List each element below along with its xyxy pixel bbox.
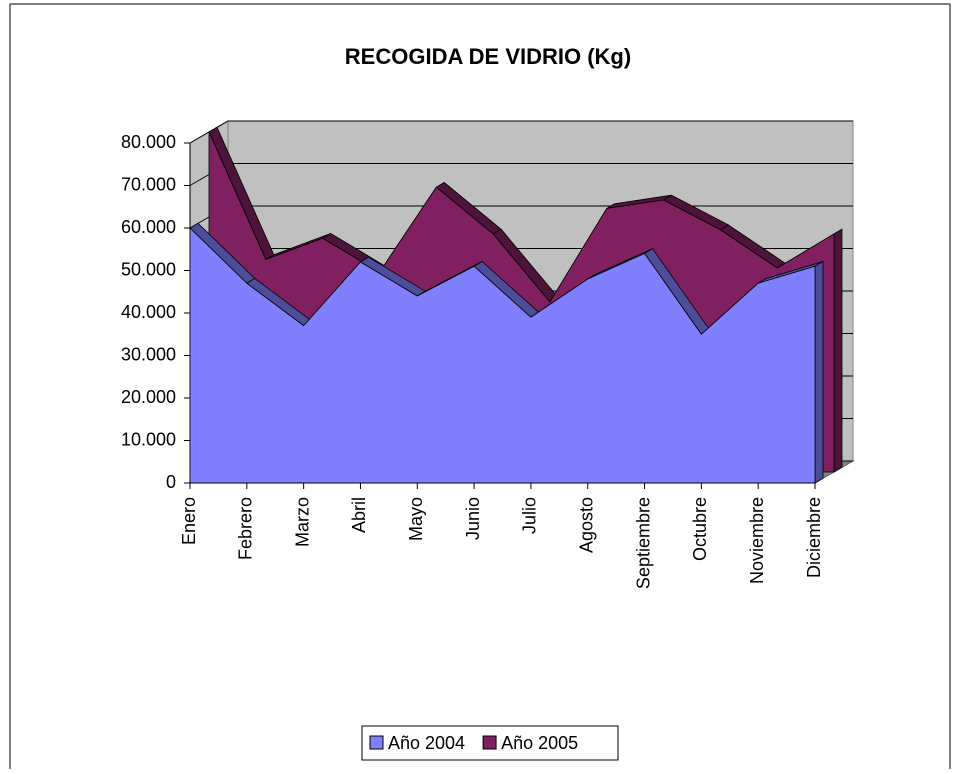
legend-label: Año 2004 (388, 733, 465, 753)
x-tick-label: Febrero (236, 497, 256, 560)
chart-title: RECOGIDA DE VIDRIO (Kg) (345, 44, 631, 69)
legend-swatch (369, 735, 384, 750)
x-tick-label: Diciembre (804, 497, 824, 578)
legend-swatch (482, 735, 497, 750)
x-tick-label: Septiembre (633, 497, 653, 589)
x-tick-label: Agosto (576, 497, 596, 553)
x-tick-label: Noviembre (747, 497, 767, 584)
legend: Año 2004 Año 2005 (361, 725, 619, 761)
y-tick-label: 80.000 (121, 132, 176, 152)
legend-label: Año 2005 (501, 733, 578, 753)
area-side (814, 260, 824, 484)
x-tick-label: Abril (349, 497, 369, 533)
y-tick-label: 60.000 (121, 217, 176, 237)
y-tick-label: 50.000 (121, 259, 176, 279)
y-tick-label: 30.000 (121, 344, 176, 364)
grid-line (189, 120, 853, 144)
y-tick-label: 70.000 (121, 174, 176, 194)
area-side (833, 228, 843, 473)
y-tick-label: 40.000 (121, 302, 176, 322)
x-tick-label: Junio (463, 497, 483, 540)
x-tick-label: Julio (520, 497, 540, 534)
y-tick-label: 20.000 (121, 387, 176, 407)
x-tick-label: Mayo (406, 497, 426, 541)
area (189, 227, 816, 484)
x-tick-label: Marzo (292, 497, 312, 547)
y-tick-label: 0 (166, 472, 176, 492)
x-tick-label: Octubre (690, 497, 710, 561)
y-tick-label: 10.000 (121, 429, 176, 449)
x-tick-label: Enero (179, 497, 199, 545)
